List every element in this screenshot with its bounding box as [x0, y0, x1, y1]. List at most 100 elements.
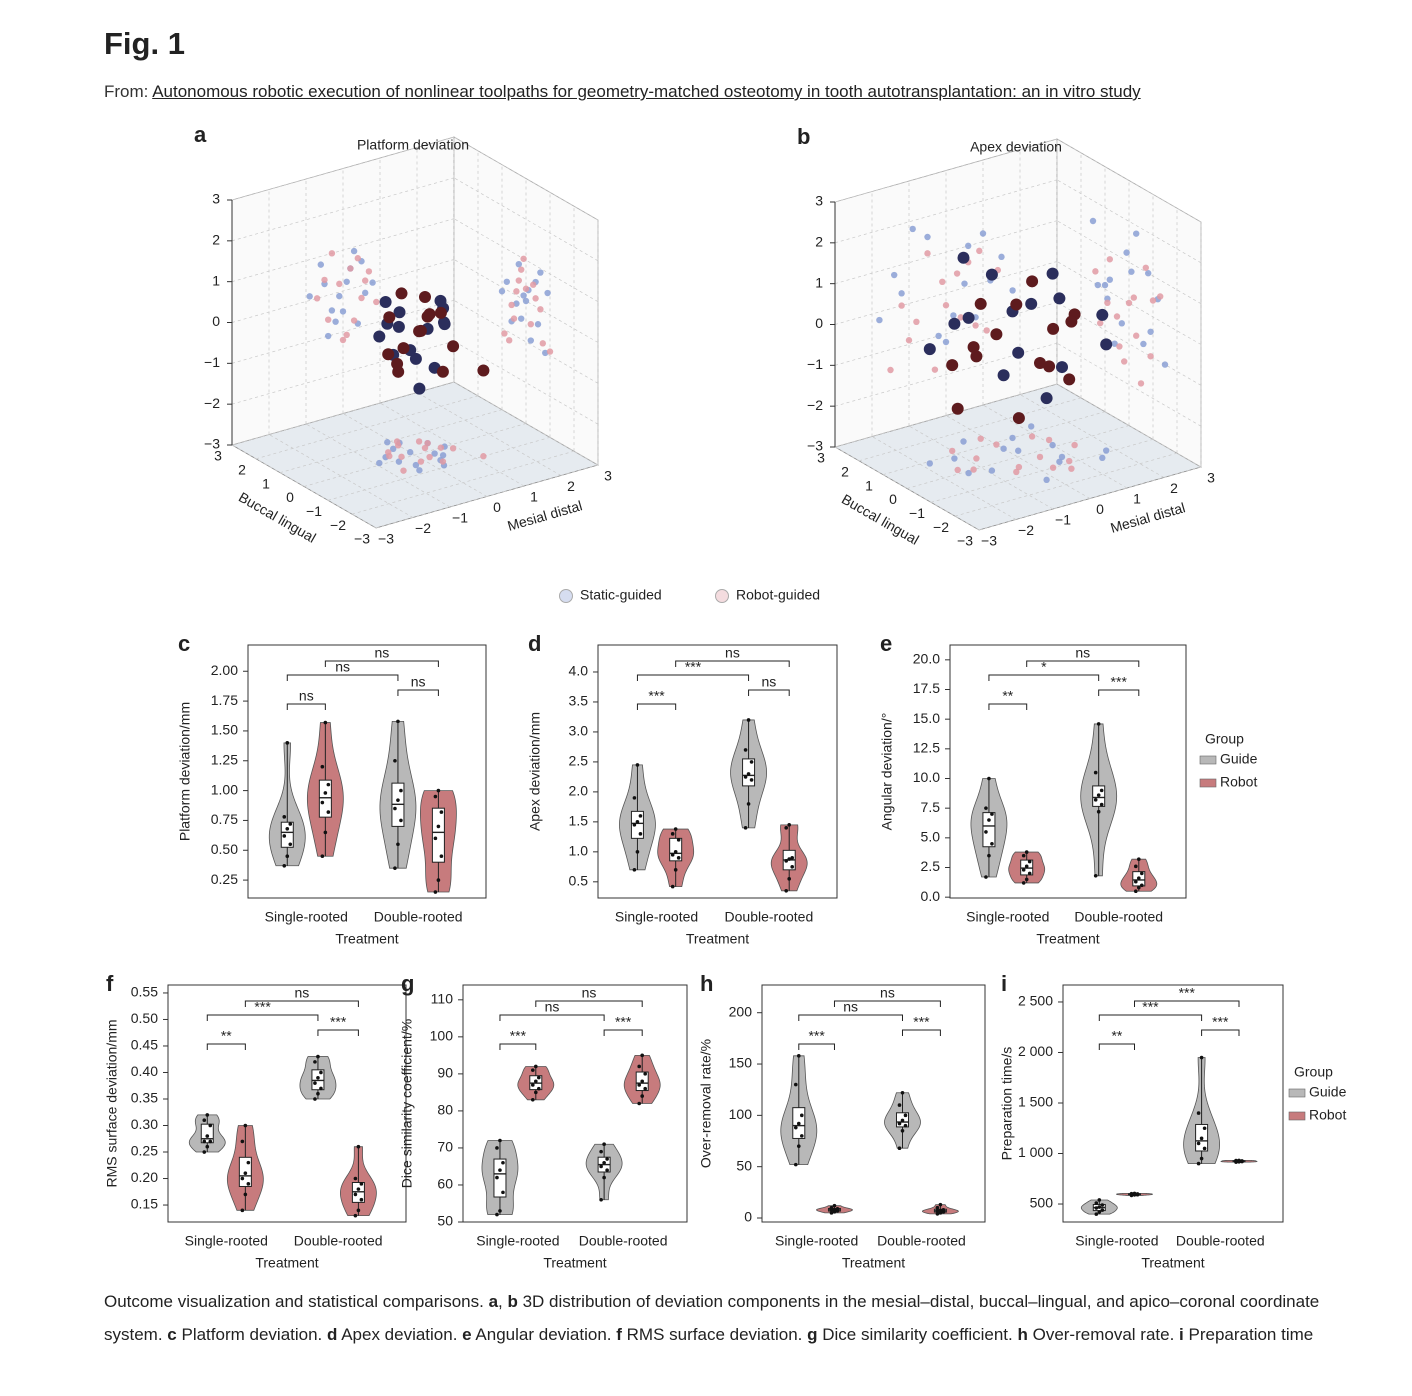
- data-point: [799, 1134, 804, 1138]
- y-tick-label: 70: [437, 1139, 453, 1155]
- data-point: [413, 382, 426, 395]
- data-point: [676, 856, 681, 860]
- projection-point: [532, 295, 539, 302]
- data-point: [205, 1113, 210, 1117]
- y-tick-label: 0.25: [131, 1143, 158, 1159]
- legend-marker: [715, 589, 729, 603]
- significance-label: **: [1002, 688, 1013, 704]
- data-point: [316, 1075, 320, 1080]
- data-point: [1196, 1161, 1201, 1166]
- data-point: [439, 854, 444, 859]
- y-tick-label: 500: [1030, 1195, 1054, 1211]
- data-point: [673, 868, 678, 872]
- data-point: [1010, 298, 1023, 311]
- grid-line: [1056, 383, 1202, 468]
- data-point: [900, 1128, 905, 1133]
- data-point: [1063, 373, 1076, 386]
- projection-point: [306, 293, 313, 300]
- data-point: [501, 1190, 505, 1195]
- data-point: [637, 1101, 641, 1106]
- z-tick-label: 0: [212, 313, 220, 329]
- grid-line: [834, 261, 1058, 325]
- data-point: [635, 850, 640, 854]
- grid-line: [453, 177, 599, 262]
- plot-frame: [1062, 984, 1284, 1223]
- grid-line: [982, 404, 1128, 489]
- x-tick-label: Single-rooted: [615, 909, 698, 925]
- x-tick-label: −3: [981, 533, 997, 549]
- data-point: [419, 290, 431, 303]
- z-tick-label: −1: [204, 354, 220, 370]
- legend-swatch: [1199, 778, 1217, 788]
- data-point: [285, 826, 290, 831]
- x-tick-label: Single-rooted: [265, 909, 348, 925]
- significance-bracket: [901, 1029, 941, 1036]
- data-point: [436, 824, 441, 829]
- box: [431, 807, 445, 863]
- legend-label: Robot: [1309, 1107, 1346, 1123]
- data-point: [395, 287, 408, 300]
- projection-point: [1125, 299, 1133, 307]
- grid-line: [834, 220, 1058, 285]
- y-axis-label: Angular deviation/°: [879, 713, 895, 831]
- projection-point: [960, 438, 967, 445]
- projection-point: [325, 332, 332, 340]
- data-point: [990, 841, 994, 846]
- projection-point: [998, 253, 1005, 261]
- y-tick-label: 12.5: [913, 740, 940, 756]
- data-point: [313, 1081, 317, 1085]
- y-axis-label: Apex deviation/mm: [527, 712, 543, 831]
- y-tick-label: 0: [286, 489, 294, 505]
- projection-point: [926, 460, 933, 467]
- caption-panel-letter: b: [507, 1292, 518, 1311]
- data-point: [903, 1123, 908, 1128]
- z-tick-label: 2: [212, 232, 220, 248]
- article-link[interactable]: Autonomous robotic execution of nonlinea…: [152, 82, 1141, 101]
- projection-point: [1049, 464, 1057, 471]
- grid-line: [279, 409, 503, 474]
- projection-point: [343, 331, 350, 339]
- projection-point: [1036, 453, 1044, 461]
- x-tick-label: 1: [530, 489, 538, 505]
- grid-line: [1056, 220, 1202, 304]
- data-point: [746, 718, 751, 722]
- data-point: [632, 823, 637, 827]
- data-point: [835, 1206, 840, 1211]
- data-point: [1094, 1201, 1099, 1205]
- data-point: [793, 1162, 798, 1167]
- data-point: [643, 1086, 647, 1091]
- x-tick-label: Single-rooted: [966, 909, 1049, 925]
- data-point: [413, 325, 426, 338]
- significance-label: ns: [1075, 645, 1090, 661]
- data-point: [951, 402, 964, 415]
- data-point: [796, 1144, 801, 1148]
- box: [200, 1123, 214, 1144]
- data-point: [316, 1054, 320, 1059]
- data-point: [599, 1149, 603, 1154]
- data-point: [673, 850, 678, 854]
- data-point: [1094, 1206, 1099, 1210]
- y-tick-label: 50: [437, 1213, 453, 1229]
- data-point: [436, 878, 441, 882]
- data-point: [990, 328, 1003, 341]
- y-tick-label: 0.50: [211, 841, 238, 857]
- projection-point: [949, 447, 956, 455]
- data-point: [1024, 864, 1029, 869]
- data-point: [246, 1160, 251, 1165]
- projection-point: [1133, 230, 1140, 237]
- data-point: [1099, 802, 1104, 807]
- projection-point: [1045, 436, 1053, 444]
- data-point: [359, 1197, 364, 1202]
- data-point: [495, 1146, 499, 1150]
- data-point: [498, 1138, 502, 1143]
- data-point: [477, 364, 490, 377]
- data-point: [1199, 1136, 1204, 1141]
- data-point: [1093, 798, 1098, 802]
- projection-point: [961, 280, 968, 287]
- data-point: [433, 890, 438, 894]
- caption-text: ,: [498, 1292, 508, 1311]
- significance-label: ***: [913, 1014, 930, 1030]
- y-tick-label: −2: [330, 517, 346, 533]
- significance-label: ns: [843, 999, 858, 1015]
- significance-bracket: [675, 660, 790, 667]
